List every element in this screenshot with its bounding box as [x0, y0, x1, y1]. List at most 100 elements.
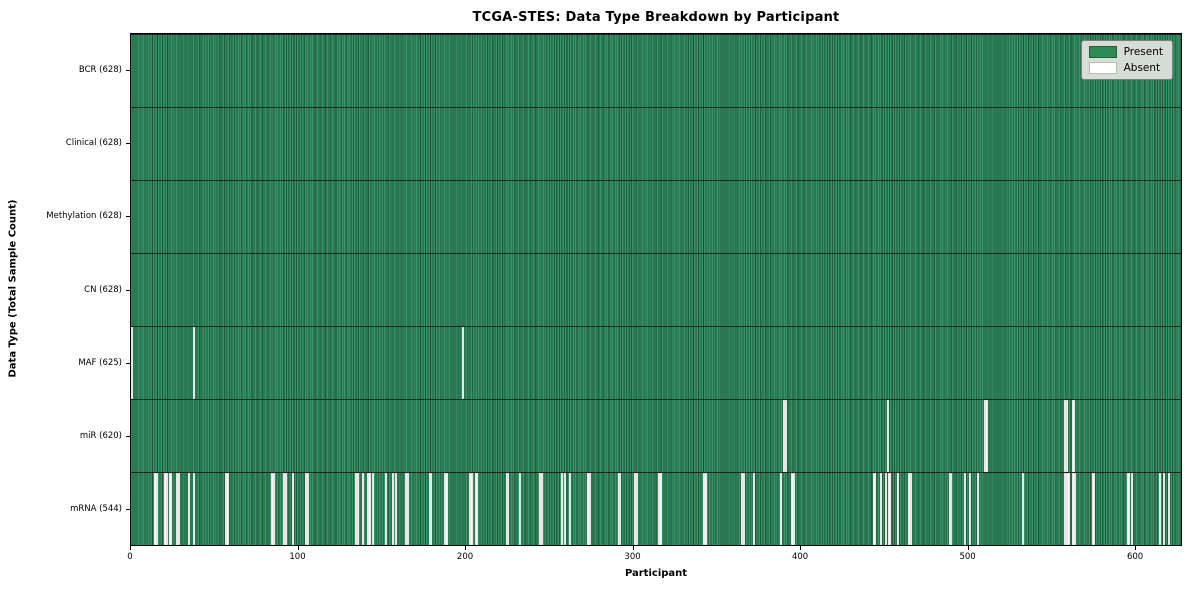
y-tick-mark: [126, 509, 130, 511]
absent-stripe: [271, 473, 274, 545]
absent-stripe: [192, 473, 196, 545]
absent-stripe: [385, 473, 388, 545]
absent-stripe: [405, 473, 408, 545]
absent-stripe: [156, 473, 159, 545]
absent-stripe: [131, 327, 134, 399]
absent-stripe: [304, 473, 308, 545]
absent-stripe: [741, 473, 744, 545]
absent-stripe: [291, 473, 294, 545]
absent-stripe: [896, 473, 899, 545]
x-tick-label: 300: [624, 552, 641, 562]
absent-stripe: [166, 473, 169, 545]
chart-title: TCGA-STES: Data Type Breakdown by Partic…: [472, 10, 840, 25]
absent-stripe: [505, 473, 508, 545]
absent-stripe: [793, 473, 796, 545]
y-tick-mark: [126, 362, 130, 364]
y-tick-label-mir: miR (620): [79, 431, 122, 442]
absent-stripe: [468, 473, 471, 545]
legend-present-label: Present: [1123, 46, 1163, 58]
absent-stripe: [154, 473, 157, 545]
heatmap-row-mir: [131, 399, 1181, 472]
y-tick-label-bcr: BCR (628): [78, 64, 122, 75]
absent-stripe: [950, 473, 953, 545]
absent-stripe: [475, 473, 478, 545]
absent-stripe: [587, 473, 590, 545]
absent-stripe: [538, 473, 542, 545]
absent-stripe: [704, 473, 707, 545]
absent-stripe: [406, 473, 410, 545]
absent-stripe: [968, 473, 971, 545]
absent-stripe: [564, 473, 567, 545]
absent-stripe: [1065, 473, 1068, 545]
absent-stripe: [948, 473, 951, 545]
absent-stripe: [1130, 473, 1134, 545]
absent-stripe: [617, 473, 620, 545]
absent-stripe: [873, 473, 876, 545]
absent-stripe: [1063, 400, 1067, 472]
absent-stripe: [273, 473, 276, 545]
absent-stripe: [356, 473, 359, 545]
absent-stripe: [224, 473, 227, 545]
absent-stripe: [569, 473, 572, 545]
x-tick-mark: [1135, 546, 1137, 550]
heatmap-row-mrna: [131, 472, 1181, 545]
heatmap-row-clinical: [131, 107, 1181, 180]
x-tick-label: 500: [959, 552, 976, 562]
absent-stripe: [1067, 473, 1070, 545]
absent-stripe: [589, 473, 592, 545]
absent-stripe: [428, 473, 431, 545]
legend: Present Absent: [1080, 40, 1173, 80]
x-tick-mark: [130, 546, 131, 550]
absent-stripe: [540, 473, 543, 545]
absent-stripe: [361, 473, 364, 545]
absent-stripe: [634, 473, 637, 545]
legend-entry-present: Present: [1088, 46, 1163, 58]
x-tick-label: 100: [289, 552, 306, 562]
absent-stripe: [888, 473, 891, 545]
absent-stripe: [462, 327, 465, 399]
x-tick-label: 200: [456, 552, 474, 562]
absent-stripe: [702, 473, 706, 545]
y-tick-label-maf: MAF (625): [78, 357, 122, 368]
y-tick-label-clinical: Clinical (628): [65, 137, 122, 148]
absent-stripe: [908, 473, 911, 545]
absent-stripe: [657, 473, 660, 545]
absent-stripe: [1065, 400, 1068, 472]
absent-stripe: [1127, 473, 1130, 545]
absent-stripe: [164, 473, 167, 545]
absent-stripe: [1072, 473, 1075, 545]
x-tick-mark: [632, 546, 634, 550]
absent-stripe: [306, 473, 309, 545]
y-tick-mark: [126, 436, 130, 438]
absent-stripe: [507, 473, 510, 545]
x-tick-label: 400: [791, 552, 809, 562]
legend-present-swatch: [1088, 46, 1117, 58]
y-tick-label-methylation: Methylation (628): [46, 211, 122, 222]
x-tick-label: 0: [127, 552, 133, 562]
legend-absent-swatch: [1088, 62, 1117, 74]
x-tick-label: 600: [1126, 552, 1144, 562]
heatmap-row-bcr: [131, 34, 1181, 107]
absent-stripe: [910, 473, 913, 545]
absent-stripe: [284, 473, 288, 545]
absent-stripe: [659, 473, 662, 545]
legend-absent-label: Absent: [1123, 62, 1161, 74]
absent-stripe: [368, 473, 371, 545]
y-tick-mark: [126, 289, 130, 291]
absent-stripe: [619, 473, 622, 545]
absent-stripe: [1092, 473, 1095, 545]
absent-stripe: [445, 473, 448, 545]
absent-stripe: [977, 473, 980, 545]
y-tick-mark: [126, 216, 130, 218]
absent-stripe: [1159, 473, 1162, 545]
absent-stripe: [885, 473, 888, 545]
heatmap-row-maf: [131, 326, 1181, 399]
legend-entry-absent: Absent: [1088, 62, 1163, 74]
plot-area: Present Absent: [130, 33, 1182, 546]
absent-stripe: [371, 473, 374, 545]
absent-stripe: [1072, 400, 1075, 472]
absent-stripe: [983, 400, 986, 472]
absent-stripe: [779, 473, 782, 545]
absent-stripe: [791, 473, 794, 545]
